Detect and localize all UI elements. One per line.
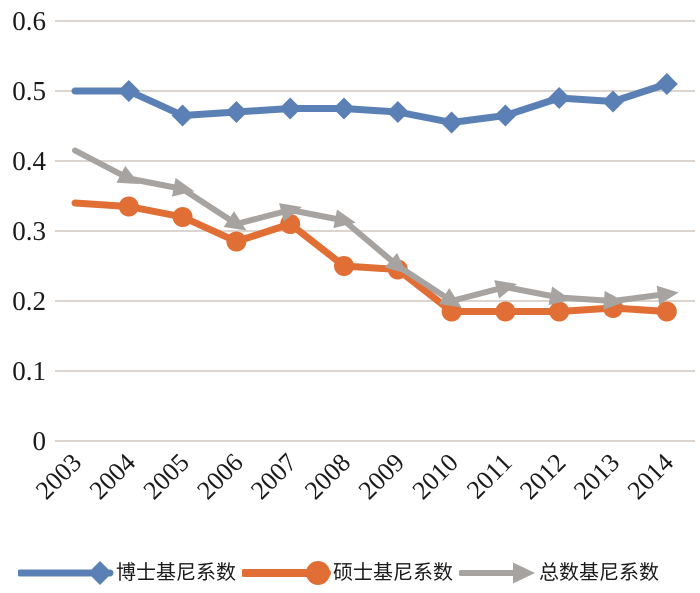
x-tick-label: 2003 [30, 448, 87, 505]
total-marker [384, 252, 407, 274]
legend-arrowhead [513, 562, 535, 584]
doctor-marker [225, 101, 248, 123]
total-marker [494, 280, 518, 299]
y-tick-label: 0.5 [12, 76, 46, 106]
total-marker [656, 285, 679, 305]
legend-label-master: 硕士基尼系数 [333, 562, 453, 584]
master-marker [118, 196, 139, 217]
legend-diamond [88, 561, 112, 585]
x-tick-label: 2005 [138, 448, 195, 505]
master-marker [656, 301, 677, 322]
master-marker [495, 301, 516, 322]
chart-canvas: 00.10.20.30.40.50.6200320042005200620072… [12, 6, 695, 505]
master-marker [549, 301, 570, 322]
x-tick-label: 2004 [84, 448, 141, 505]
legend-item-doctor: 博士基尼系数 [18, 557, 236, 589]
master-marker [172, 207, 193, 227]
y-tick-label: 0.4 [12, 146, 46, 176]
x-tick-label: 2009 [353, 448, 410, 505]
y-tick-label: 0.6 [12, 6, 46, 36]
x-tick-label: 2011 [461, 448, 518, 505]
legend-dot [306, 561, 330, 585]
doctor-series-line [71, 80, 671, 126]
total-marker [548, 286, 571, 306]
master-marker [226, 231, 247, 252]
x-tick-label: 2008 [299, 448, 356, 505]
legend-label-doctor: 博士基尼系数 [116, 562, 236, 584]
legend-arrow-marker-icon [459, 562, 535, 584]
total-marker [333, 209, 356, 229]
legend-label-total: 总数基尼系数 [539, 562, 659, 584]
doctor-marker [279, 97, 302, 120]
y-tick-label: 0 [33, 426, 47, 456]
doctor-marker [171, 104, 194, 127]
total-marker [279, 203, 302, 222]
x-tick-label: 2006 [191, 448, 248, 505]
doctor-marker [440, 111, 463, 134]
doctor-marker [655, 73, 678, 95]
legend-diamond-marker-icon [18, 561, 114, 585]
x-tick-label: 2012 [514, 448, 571, 505]
y-tick-label: 0.2 [12, 286, 46, 316]
x-tick-label: 2013 [568, 448, 625, 505]
x-tick-label: 2007 [245, 448, 302, 505]
doctor-marker [333, 97, 355, 120]
master-series-line [71, 199, 671, 315]
total-marker [438, 288, 462, 308]
y-tick-label: 0.1 [12, 356, 46, 386]
doctor-marker [386, 101, 409, 123]
legend-item-master: 硕士基尼系数 [242, 557, 453, 589]
doctor-marker [602, 90, 624, 113]
total-marker [116, 165, 140, 185]
chart-legend: 博士基尼系数 硕士基尼系数 总数基尼系数 [0, 557, 700, 589]
doctor-marker [548, 87, 571, 109]
y-tick-label: 0.3 [12, 216, 46, 246]
legend-item-total: 总数基尼系数 [459, 557, 659, 589]
master-marker [334, 256, 354, 276]
total-marker [171, 177, 195, 197]
doctor-marker [494, 104, 517, 127]
x-tick-label: 2014 [622, 448, 679, 505]
x-tick-label: 2010 [407, 448, 464, 505]
total-marker [223, 211, 247, 231]
total-marker [603, 290, 625, 310]
total-series-line [72, 147, 670, 304]
legend-circle-marker-icon [242, 561, 331, 585]
doctor-marker [117, 80, 140, 102]
